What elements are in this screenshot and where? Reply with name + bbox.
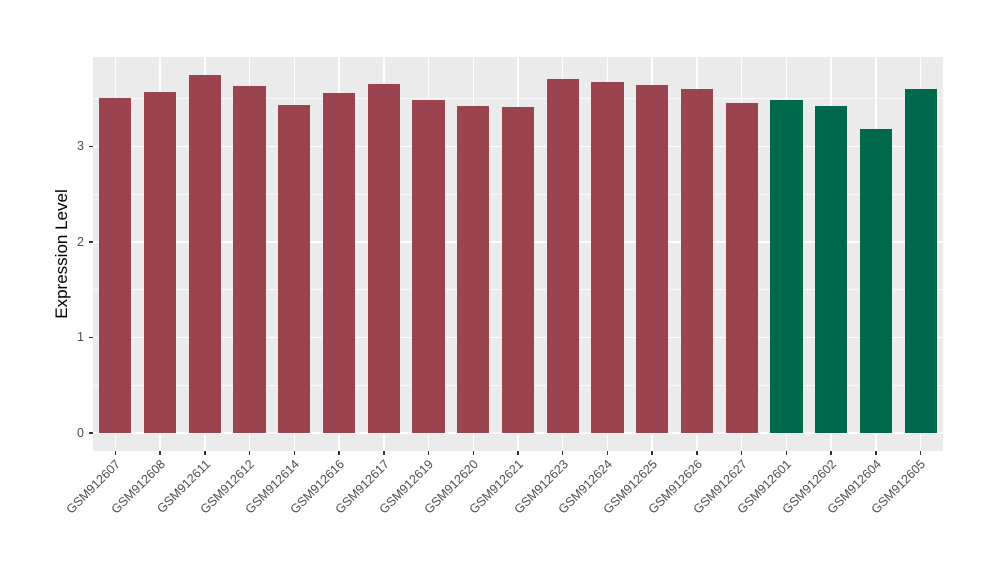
bar (457, 106, 490, 434)
x-tick-mark (651, 451, 653, 455)
y-axis-title: Expression Level (52, 189, 71, 319)
bar (412, 99, 445, 434)
x-tick-mark (427, 451, 430, 455)
bar (367, 84, 400, 434)
bar (188, 74, 221, 434)
x-tick-mark (472, 451, 474, 455)
bar (725, 102, 758, 434)
bar (680, 89, 714, 434)
bar (233, 86, 266, 434)
x-tick-mark (785, 451, 788, 455)
x-tick-mark (517, 451, 519, 455)
y-tick-label: 0 (77, 425, 84, 440)
x-tick-mark (204, 451, 206, 455)
x-tick-mark (293, 451, 296, 455)
plot-panel (93, 57, 943, 451)
bar (815, 106, 848, 434)
bar (770, 99, 803, 434)
x-tick-mark (606, 451, 609, 455)
x-tick-mark (383, 451, 385, 455)
x-tick-mark (159, 451, 161, 455)
bar (591, 81, 624, 434)
y-tick-mark (89, 336, 93, 339)
x-tick-mark (830, 451, 832, 455)
bar (144, 92, 177, 434)
y-tick-label: 3 (77, 139, 84, 154)
x-tick-mark (338, 451, 340, 455)
bar (636, 85, 669, 434)
y-tick-mark (89, 145, 93, 148)
bar (859, 129, 892, 434)
bar (99, 97, 132, 434)
y-tick-label: 2 (77, 234, 84, 249)
y-tick-mark (89, 241, 93, 243)
bar (322, 93, 356, 434)
bar (546, 78, 579, 434)
x-tick-mark (875, 451, 877, 455)
y-tick-mark (89, 432, 93, 434)
x-tick-mark (919, 451, 922, 455)
bar (501, 107, 535, 434)
x-tick-mark (561, 451, 564, 455)
x-tick-mark (114, 451, 117, 455)
x-tick-mark (248, 451, 251, 455)
x-tick-mark (740, 451, 743, 455)
bar (904, 89, 937, 434)
y-tick-label: 1 (77, 330, 84, 345)
bar (278, 105, 311, 434)
x-tick-mark (696, 451, 698, 455)
